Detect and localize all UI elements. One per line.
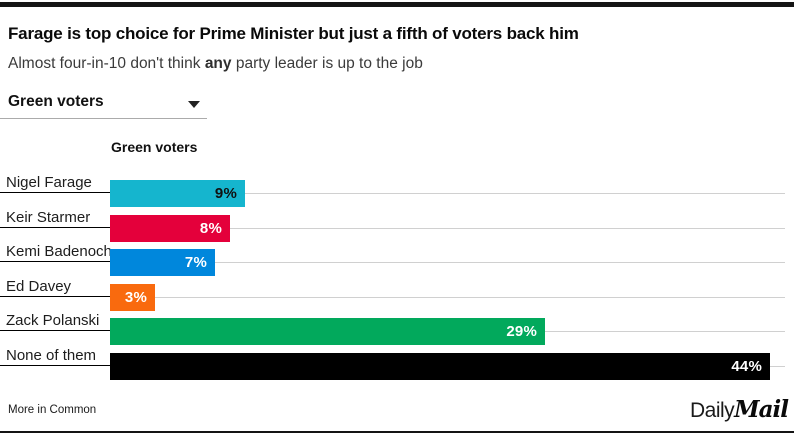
category-label: Nigel Farage [0,174,110,193]
category-label: None of them [0,347,110,366]
chevron-down-icon [188,101,200,108]
category-label: Zack Polanski [0,312,110,331]
logo-daily-text: Daily [689,399,735,422]
chart-title: Farage is top choice for Prime Minister … [8,24,579,43]
gridline [110,228,785,229]
column-header: Green voters [111,139,198,155]
bar: 7% [110,249,215,276]
source-credit: More in Common [8,404,97,416]
gridline [110,297,785,298]
bar: 29% [110,318,545,345]
bar-value-label: 9% [214,185,237,202]
bar-value-label: 3% [124,289,147,306]
gridline [110,193,785,194]
logo-mail-text: Mail [734,396,789,423]
bar: 44% [110,353,770,380]
voter-group-dropdown[interactable]: Green voters [0,91,207,119]
subtitle-text: Almost four-in-10 don't think [8,55,205,72]
category-label: Kemi Badenoch [0,243,112,262]
subtitle-text-end: party leader is up to the job [231,55,423,72]
dailymail-logo: Daily Mail [689,396,789,423]
bar: 8% [110,215,230,242]
subtitle-bold-word: any [204,55,232,72]
top-divider [0,2,794,7]
category-label: Ed Davey [0,278,110,297]
gridline [110,262,785,263]
dropdown-selected-value: Green voters [8,93,104,110]
bar-value-label: 44% [731,358,762,375]
chart-subtitle: Almost four-in-10 don't think any party … [8,55,768,73]
bar: 3% [110,284,155,311]
bottom-divider [0,431,794,433]
category-label: Keir Starmer [0,209,110,228]
bar-value-label: 29% [506,323,537,340]
bar: 9% [110,180,245,207]
bar-value-label: 8% [199,220,222,237]
bar-value-label: 7% [184,254,207,271]
